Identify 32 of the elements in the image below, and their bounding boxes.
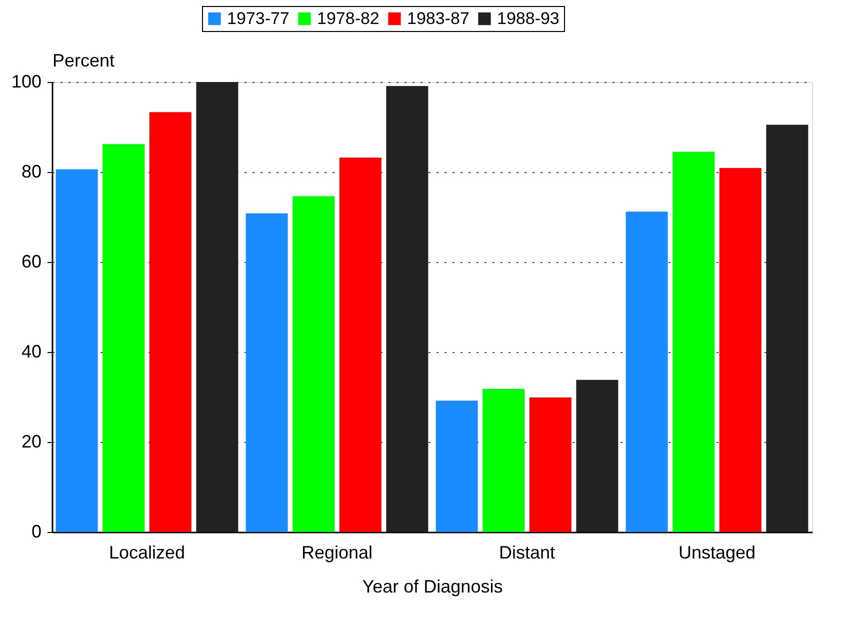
bar — [339, 158, 382, 532]
x-tick-label: Unstaged — [678, 542, 756, 562]
bar — [482, 388, 525, 532]
legend-label: 1978-82 — [317, 8, 380, 28]
legend-label: 1983-87 — [407, 8, 470, 28]
x-tick-label: Regional — [301, 542, 373, 562]
y-tick-label: 0 — [31, 522, 42, 542]
y-tick-label: 20 — [21, 432, 42, 452]
bar — [102, 144, 145, 532]
x-axis-title: Year of Diagnosis — [362, 576, 503, 596]
bar — [196, 82, 238, 532]
y-tick-label: 80 — [21, 162, 42, 182]
bar — [626, 212, 668, 532]
y-axis-title: Percent — [52, 50, 115, 70]
bar — [246, 213, 288, 532]
y-tick-label: 40 — [21, 342, 42, 362]
bar — [576, 380, 618, 532]
bar — [149, 112, 192, 532]
y-tick-label: 100 — [11, 72, 42, 92]
x-tick-label: Distant — [498, 542, 556, 562]
bar — [766, 124, 808, 532]
bar — [292, 196, 335, 532]
bar — [386, 86, 428, 532]
bar — [529, 397, 572, 532]
bar — [719, 168, 762, 532]
legend-label: 1988-93 — [497, 8, 560, 28]
x-tick-label: Localized — [108, 542, 186, 562]
bar — [56, 169, 98, 532]
bar — [672, 152, 715, 532]
legend-label: 1973-77 — [227, 8, 290, 28]
y-tick-label: 60 — [21, 252, 42, 272]
bar — [436, 400, 478, 532]
